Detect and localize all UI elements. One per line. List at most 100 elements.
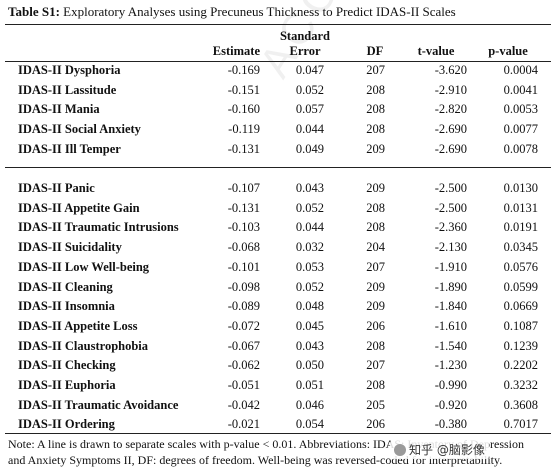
row-estimate: -0.160 <box>227 102 260 117</box>
row-t-value: -2.360 <box>434 220 467 235</box>
row-t-value: -1.840 <box>434 299 467 314</box>
row-t-value: -1.910 <box>434 259 467 274</box>
row-t-value: -3.620 <box>434 63 467 77</box>
table-title: Exploratory Analyses using Precuneus Thi… <box>63 4 456 19</box>
row-estimate: -0.068 <box>227 240 260 255</box>
overlay-badge: 知乎 @脑影像 <box>390 440 489 459</box>
row-scale-name: IDAS-II Checking <box>18 358 116 373</box>
row-estimate: -0.051 <box>227 378 260 392</box>
row-standard-error: 0.032 <box>295 240 324 255</box>
row-standard-error: 0.044 <box>295 122 324 137</box>
row-scale-name: IDAS-II Insomnia <box>18 299 115 314</box>
row-scale-name: IDAS-II Ordering <box>18 417 115 432</box>
row-t-value: -0.920 <box>434 397 467 412</box>
row-t-value: -1.610 <box>434 318 467 333</box>
row-df: 208 <box>366 200 385 215</box>
row-estimate: -0.098 <box>227 279 260 294</box>
row-p-value: 0.0078 <box>503 141 538 156</box>
row-estimate: -0.131 <box>227 141 260 156</box>
row-df: 208 <box>366 82 385 97</box>
row-df: 209 <box>366 299 385 314</box>
row-scale-name: IDAS-II Social Anxiety <box>18 122 141 137</box>
row-standard-error: 0.052 <box>295 82 324 97</box>
row-estimate: -0.067 <box>227 338 260 353</box>
header-rule <box>5 61 551 62</box>
row-standard-error: 0.054 <box>295 417 324 432</box>
row-df: 206 <box>366 318 385 333</box>
top-rule <box>5 24 551 25</box>
header-se-line2: Error <box>289 44 321 58</box>
row-p-value: 0.0576 <box>503 259 538 274</box>
row-t-value: -2.500 <box>434 181 467 195</box>
row-df: 208 <box>366 122 385 137</box>
row-estimate: -0.151 <box>227 82 260 97</box>
row-df: 208 <box>366 338 385 353</box>
row-p-value: 0.1239 <box>503 338 538 353</box>
row-p-value: 0.2202 <box>503 358 538 373</box>
row-standard-error: 0.047 <box>295 63 324 77</box>
row-t-value: -2.690 <box>434 141 467 156</box>
row-t-value: -1.230 <box>434 358 467 373</box>
row-estimate: -0.169 <box>227 63 260 77</box>
row-scale-name: IDAS-II Traumatic Intrusions <box>18 220 179 235</box>
row-standard-error: 0.050 <box>295 358 324 373</box>
row-df: 208 <box>366 220 385 235</box>
row-standard-error: 0.053 <box>295 259 324 274</box>
row-df: 207 <box>366 63 385 77</box>
row-estimate: -0.021 <box>227 417 260 432</box>
row-standard-error: 0.043 <box>295 338 324 353</box>
row-standard-error: 0.052 <box>295 279 324 294</box>
row-scale-name: IDAS-II Mania <box>18 102 100 117</box>
row-scale-name: IDAS-II Ill Temper <box>18 141 121 156</box>
row-p-value: 0.7017 <box>503 417 538 432</box>
row-estimate: -0.131 <box>227 200 260 215</box>
row-df: 207 <box>366 358 385 373</box>
row-df: 209 <box>366 181 385 195</box>
profile-icon <box>394 444 406 456</box>
row-p-value: 0.0130 <box>503 181 538 195</box>
row-scale-name: IDAS-II Appetite Gain <box>18 200 140 215</box>
row-p-value: 0.0004 <box>503 63 538 77</box>
row-standard-error: 0.051 <box>295 378 324 392</box>
row-t-value: -2.690 <box>434 122 467 137</box>
row-estimate: -0.042 <box>227 397 260 412</box>
row-scale-name: IDAS-II Euphoria <box>18 378 116 392</box>
table-label: Table S1: <box>8 4 60 19</box>
row-t-value: -2.500 <box>434 200 467 215</box>
row-p-value: 0.0599 <box>503 279 538 294</box>
header-estimate: Estimate <box>212 44 260 58</box>
row-p-value: 0.0131 <box>503 200 538 215</box>
row-t-value: -1.890 <box>434 279 467 294</box>
row-scale-name: IDAS-II Lassitude <box>18 82 117 97</box>
row-estimate: -0.103 <box>227 220 260 235</box>
row-standard-error: 0.057 <box>295 102 324 117</box>
row-estimate: -0.072 <box>227 318 260 333</box>
row-df: 207 <box>366 259 385 274</box>
note-line-2: and Anxiety Symptoms II, DF: degrees of … <box>8 452 503 467</box>
header-p-value: p-value <box>488 44 528 58</box>
row-df: 209 <box>366 279 385 294</box>
row-df: 204 <box>366 240 385 255</box>
row-df: 209 <box>366 141 385 156</box>
row-scale-name: IDAS-II Traumatic Avoidance <box>18 397 179 412</box>
row-scale-name: IDAS-II Panic <box>18 181 95 195</box>
row-estimate: -0.107 <box>227 181 260 195</box>
row-standard-error: 0.045 <box>295 318 324 333</box>
row-scale-name: IDAS-II Low Well-being <box>18 259 150 274</box>
row-p-value: 0.0669 <box>503 299 538 314</box>
bottom-rule <box>5 433 551 434</box>
row-t-value: -0.990 <box>434 378 467 392</box>
row-p-value: 0.0053 <box>503 102 538 117</box>
header-t-value: t-value <box>417 44 455 58</box>
row-estimate: -0.089 <box>227 299 260 314</box>
header-se-line1: Standard <box>279 29 331 43</box>
row-p-value: 0.3608 <box>503 397 538 412</box>
table-caption: Table S1: Exploratory Analyses using Pre… <box>8 4 456 20</box>
row-standard-error: 0.048 <box>295 299 324 314</box>
row-df: 205 <box>366 397 385 412</box>
overlay-badge-text: 知乎 @脑影像 <box>409 443 485 457</box>
row-standard-error: 0.052 <box>295 200 324 215</box>
row-standard-error: 0.043 <box>295 181 324 195</box>
row-t-value: -1.540 <box>434 338 467 353</box>
row-df: 206 <box>366 417 385 432</box>
